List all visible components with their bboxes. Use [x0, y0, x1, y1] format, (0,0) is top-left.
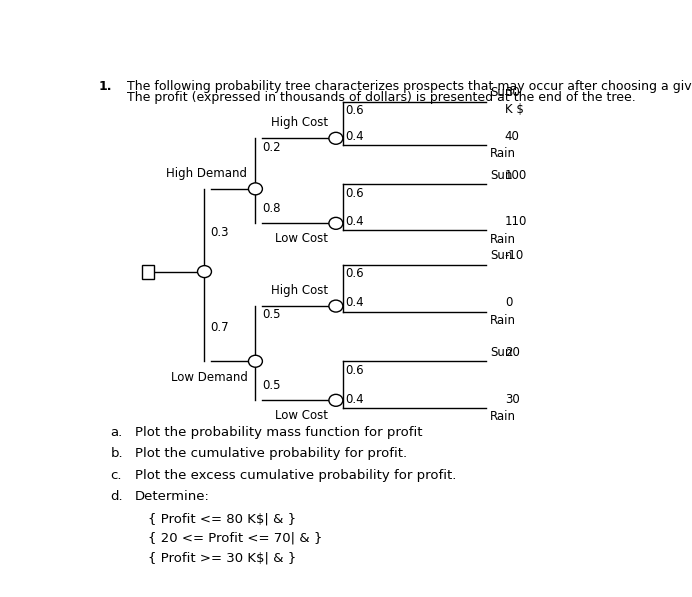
Circle shape	[248, 183, 262, 195]
Text: Determine:: Determine:	[135, 490, 210, 503]
Text: 0.6: 0.6	[345, 104, 364, 117]
Text: { 20 <= Profit <= 70| & }: { 20 <= Profit <= 70| & }	[148, 532, 322, 545]
Text: 100: 100	[505, 169, 527, 182]
Text: Low Demand: Low Demand	[170, 371, 248, 384]
Text: 110: 110	[505, 215, 527, 228]
Text: 0.3: 0.3	[210, 226, 228, 239]
Text: Rain: Rain	[491, 147, 516, 161]
Text: Rain: Rain	[491, 314, 516, 327]
Text: c.: c.	[111, 469, 122, 482]
Text: Low Cost: Low Cost	[275, 408, 328, 421]
Circle shape	[329, 300, 343, 312]
Text: 0.6: 0.6	[345, 364, 364, 377]
Circle shape	[248, 355, 262, 367]
Text: d.: d.	[111, 490, 123, 503]
Text: Sun: Sun	[491, 346, 513, 359]
Text: High Cost: High Cost	[271, 284, 328, 297]
Text: 0.4: 0.4	[345, 296, 364, 309]
Text: 0.6: 0.6	[345, 267, 364, 280]
Text: Sun: Sun	[491, 169, 513, 182]
Text: 40: 40	[505, 130, 520, 143]
Text: 30: 30	[505, 86, 520, 99]
Text: Plot the probability mass function for profit: Plot the probability mass function for p…	[135, 426, 422, 439]
Text: K $: K $	[505, 103, 524, 116]
Text: { Profit >= 30 K$| & }: { Profit >= 30 K$| & }	[148, 552, 296, 565]
Text: 30: 30	[505, 393, 520, 406]
Text: 0.4: 0.4	[345, 130, 364, 143]
Text: -10: -10	[505, 250, 524, 263]
Text: 0.4: 0.4	[345, 215, 364, 228]
Text: 0.2: 0.2	[262, 140, 280, 153]
Circle shape	[329, 395, 343, 407]
Circle shape	[329, 217, 343, 229]
Text: 20: 20	[505, 346, 520, 359]
Circle shape	[329, 133, 343, 144]
Text: 0.6: 0.6	[345, 186, 364, 199]
Text: a.: a.	[111, 426, 123, 439]
Text: The following probability tree characterizes prospects that may occur after choo: The following probability tree character…	[127, 80, 692, 93]
Circle shape	[197, 266, 212, 278]
Text: Sun: Sun	[491, 250, 513, 263]
Text: 0.8: 0.8	[262, 202, 280, 215]
Text: Plot the excess cumulative probability for profit.: Plot the excess cumulative probability f…	[135, 469, 456, 482]
Text: Plot the cumulative probability for profit.: Plot the cumulative probability for prof…	[135, 447, 407, 460]
Text: High Cost: High Cost	[271, 116, 328, 129]
Text: 0.4: 0.4	[345, 393, 364, 406]
Text: Rain: Rain	[491, 232, 516, 245]
Text: b.: b.	[111, 447, 123, 460]
Text: Rain: Rain	[491, 410, 516, 423]
Text: Low Cost: Low Cost	[275, 232, 328, 245]
Text: 0.5: 0.5	[262, 309, 280, 321]
Text: 0.5: 0.5	[262, 379, 280, 392]
Text: 0.7: 0.7	[210, 321, 228, 334]
Text: 1.: 1.	[98, 80, 112, 93]
Text: 0: 0	[505, 296, 512, 309]
Text: Sun: Sun	[491, 86, 513, 99]
Text: { Profit <= 80 K$| & }: { Profit <= 80 K$| & }	[148, 512, 296, 525]
Text: High Demand: High Demand	[166, 167, 248, 180]
Text: The profit (expressed in thousands of dollars) is presented at the end of the tr: The profit (expressed in thousands of do…	[127, 91, 635, 104]
Bar	[143, 264, 154, 278]
